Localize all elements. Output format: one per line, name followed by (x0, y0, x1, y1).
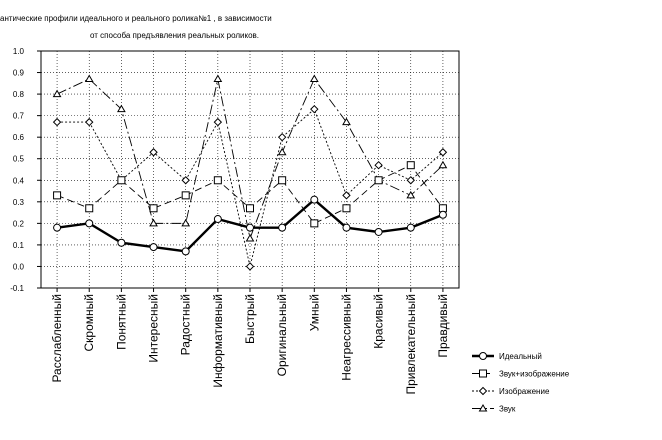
plot-area: 1.0 0.9 0.8 0.7 0.6 0.5 0.4 0.3 0.2 0.1 0.0 -0.1 Рас… (10, 47, 460, 395)
data-point (245, 233, 255, 242)
data-point (213, 215, 222, 224)
data-point (84, 74, 94, 83)
data-point (438, 148, 448, 157)
data-point (117, 104, 126, 113)
y-tick-label: 1.0 (13, 47, 25, 56)
x-tick-label: Красивый (372, 294, 386, 349)
data-point (149, 243, 158, 252)
x-tick-label: Правдивый (436, 294, 450, 358)
series-line (56, 164, 444, 224)
y-tick-label: 0.1 (13, 241, 25, 250)
x-tick-label: Понятный (114, 294, 128, 350)
data-point (278, 176, 287, 185)
data-point (181, 247, 190, 256)
data-point (309, 74, 319, 83)
chart-title-line2: от способа предъявления реальных роликов… (90, 31, 259, 40)
x-tick-label: Скромный (82, 294, 96, 351)
x-tick-label: Привлекательный (404, 294, 418, 395)
data-point (181, 218, 191, 227)
data-point (117, 238, 126, 247)
data-point (342, 191, 351, 200)
legend: Идеальный Звук+изображение Изображение Звук (472, 352, 570, 414)
data-point (52, 89, 62, 98)
data-point (149, 218, 158, 227)
chart-title-line1: антические профили идеального и реальног… (0, 14, 272, 23)
legend-label: Идеальный (499, 352, 542, 361)
data-point (246, 204, 254, 213)
data-point (53, 191, 62, 200)
data-point (438, 160, 448, 169)
data-point (438, 210, 447, 219)
data-point (438, 204, 447, 213)
data-point (374, 227, 383, 236)
data-point (342, 117, 351, 126)
data-point (85, 204, 94, 213)
data-point (277, 147, 287, 156)
legend-marker (478, 404, 488, 412)
data-point (213, 117, 223, 127)
x-tick-label: Неагрессивный (339, 294, 353, 381)
data-point (53, 223, 62, 232)
data-point (277, 132, 287, 142)
data-point (310, 195, 319, 204)
data-point (310, 219, 319, 228)
data-point (181, 176, 190, 185)
y-tick-label: 0.5 (13, 155, 25, 164)
y-tick-label: 0.7 (13, 112, 25, 121)
data-point (406, 161, 415, 170)
y-tick-label: 0.4 (13, 176, 25, 185)
data-point (246, 223, 254, 232)
data-point (342, 223, 351, 232)
data-point (85, 117, 94, 127)
data-point (374, 176, 383, 185)
x-tick-label: Оригинальный (275, 294, 289, 376)
y-tick-label: 0.2 (13, 219, 25, 228)
x-tick-label: Расслабленный (50, 294, 64, 383)
data-point (406, 223, 415, 232)
data-point (374, 160, 383, 170)
data-point (213, 74, 223, 83)
data-point (406, 176, 415, 185)
data-point (181, 191, 190, 200)
y-tick-label: 0.8 (13, 90, 25, 99)
data-point (149, 148, 158, 157)
y-tick-label: 0.3 (13, 198, 25, 207)
data-point (149, 204, 158, 213)
legend-label: Звук (499, 405, 516, 414)
x-tick-label: Информативный (211, 294, 225, 388)
legend-label: Звук+изображение (499, 370, 570, 379)
legend-marker (479, 352, 487, 360)
legend-label: Изображение (499, 387, 550, 396)
data-point (117, 176, 126, 185)
data-point (406, 190, 416, 199)
data-point (213, 176, 222, 185)
y-tick-label: 0.9 (13, 69, 25, 78)
y-tick-label: -0.1 (10, 284, 24, 293)
data-point (52, 117, 62, 127)
y-tick-label: 0.0 (13, 262, 25, 271)
x-tick-label: Радостный (179, 294, 193, 355)
x-tick-label: Умный (307, 294, 321, 331)
x-tick-label: Интересный (147, 294, 161, 363)
data-point (278, 223, 287, 232)
data-point (310, 104, 319, 114)
x-tick-label: Быстрый (243, 294, 257, 344)
legend-marker (478, 386, 488, 396)
data-point (85, 219, 94, 228)
y-tick-label: 0.6 (13, 133, 25, 142)
data-point (342, 204, 351, 213)
data-point (245, 262, 255, 271)
legend-marker (479, 369, 487, 378)
